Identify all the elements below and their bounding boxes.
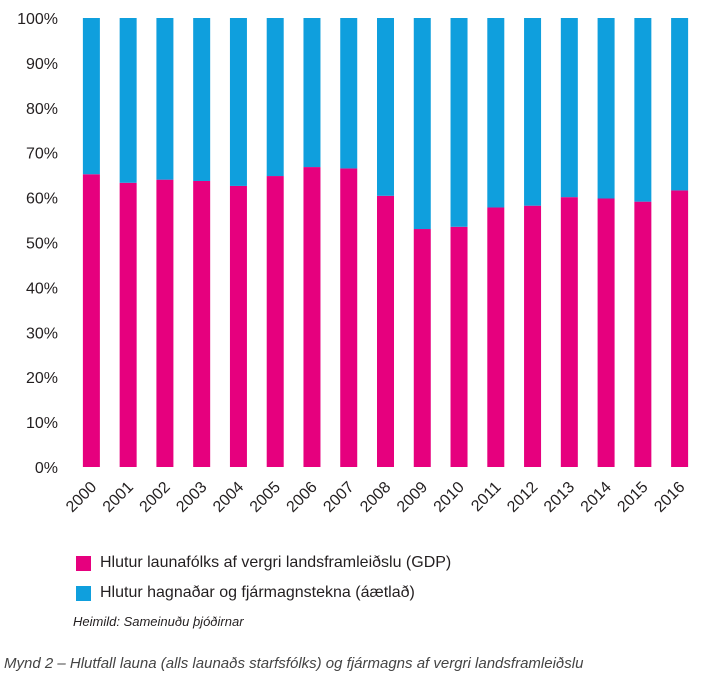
x-tick-label: 2013: [541, 479, 578, 516]
legend: Hlutur launafólks af vergri landsframlei…: [76, 548, 451, 608]
legend-label-profit: Hlutur hagnaðar og fjármagnstekna (áætla…: [100, 584, 415, 601]
bar-profit-share: [82, 18, 100, 175]
y-tick-label: 10%: [26, 415, 58, 432]
y-tick-label: 50%: [26, 236, 58, 253]
y-tick-label: 30%: [26, 325, 58, 342]
bar-profit-share: [560, 18, 578, 198]
x-tick-label: 2011: [468, 479, 504, 515]
bar-labor-share: [266, 176, 284, 467]
source-note: Heimild: Sameinuðu þjóðirnar: [73, 614, 244, 629]
x-tick-label: 2002: [137, 479, 174, 516]
figure-caption: Mynd 2 – Hlutfall launa (alls launaðs st…: [4, 655, 584, 672]
bar-labor-share: [303, 167, 321, 467]
bar-labor-share: [634, 201, 652, 468]
bar-labor-share: [524, 205, 542, 467]
bar-labor-share: [340, 168, 358, 468]
x-tick-label: 2007: [320, 479, 357, 516]
bar-labor-share: [671, 190, 689, 467]
x-tick-label: 2003: [173, 479, 210, 516]
bar-profit-share: [193, 18, 211, 181]
legend-label-labor: Hlutur launafólks af vergri landsframlei…: [100, 554, 452, 571]
x-tick-label: 2012: [504, 479, 541, 516]
bar-labor-share: [193, 180, 211, 467]
y-tick-label: 20%: [26, 370, 58, 387]
bar-profit-share: [229, 18, 247, 186]
legend-item-labor: Hlutur launafólks af vergri landsframlei…: [76, 548, 451, 578]
x-tick-label: 2000: [63, 479, 100, 516]
legend-swatch-labor: [76, 555, 91, 571]
bar-labor-share: [597, 198, 615, 468]
x-tick-label: 2009: [394, 479, 431, 516]
x-tick-label: 2006: [284, 479, 321, 516]
bar-profit-share: [119, 18, 137, 183]
y-tick-label: 90%: [26, 56, 58, 73]
x-tick-label: 2015: [614, 479, 651, 516]
bar-profit-share: [413, 18, 431, 230]
bar-profit-share: [340, 18, 358, 169]
bar-profit-share: [524, 18, 542, 206]
x-tick-label: 2001: [100, 479, 137, 516]
bar-labor-share: [450, 226, 468, 467]
bar-labor-share: [156, 179, 174, 467]
bar-labor-share: [487, 207, 505, 467]
bar-profit-share: [156, 18, 174, 180]
legend-item-profit: Hlutur hagnaðar og fjármagnstekna (áætla…: [76, 578, 451, 608]
x-tick-label: 2014: [578, 479, 615, 516]
x-tick-label: 2008: [357, 479, 394, 516]
bar-profit-share: [266, 18, 284, 177]
bar-profit-share: [597, 18, 615, 199]
bar-profit-share: [377, 18, 394, 196]
bar-labor-share: [229, 185, 247, 467]
bar-labor-share: [377, 195, 394, 467]
y-tick-label: 100%: [17, 11, 58, 28]
stacked-bar-chart: 0%10%20%30%40%50%60%70%80%90%100%2000 200…: [17, 11, 689, 516]
y-tick-label: 40%: [26, 280, 58, 297]
bar-profit-share: [450, 18, 468, 227]
bar-labor-share: [560, 197, 578, 467]
bar-profit-share: [671, 18, 689, 191]
bar-profit-share: [634, 18, 652, 202]
bar-labor-share: [119, 182, 137, 467]
x-tick-label: 2004: [210, 479, 247, 516]
bar-labor-share: [82, 174, 100, 467]
legend-swatch-profit: [76, 585, 91, 601]
y-tick-label: 80%: [26, 101, 58, 118]
y-tick-label: 70%: [26, 146, 58, 163]
bar-profit-share: [303, 18, 321, 168]
x-tick-label: 2005: [247, 479, 284, 516]
x-tick-label: 2016: [651, 479, 688, 516]
bar-profit-share: [487, 18, 505, 208]
x-tick-label: 2010: [431, 479, 468, 516]
bar-labor-share: [413, 229, 431, 467]
y-tick-label: 0%: [35, 460, 58, 477]
y-tick-label: 60%: [26, 191, 58, 208]
